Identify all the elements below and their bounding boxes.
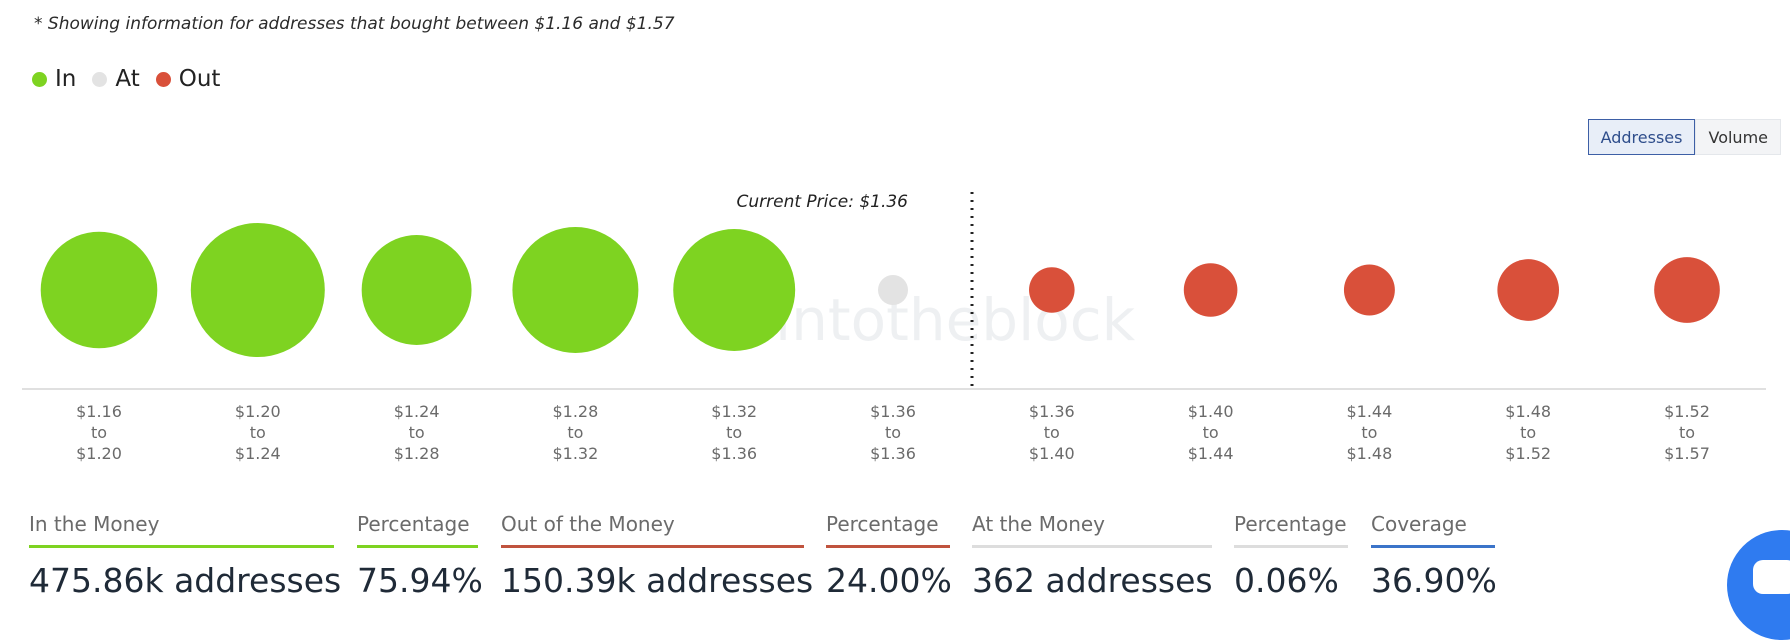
summary-value: 362 addresses <box>972 561 1213 600</box>
legend-item-at[interactable]: At <box>92 66 140 92</box>
summary-at-percentage: Percentage 0.06% <box>1234 512 1348 600</box>
current-price-label: Current Price: $1.36 <box>737 192 909 212</box>
tick-label: $1.20 <box>76 444 122 463</box>
bubble-out[interactable] <box>1497 259 1560 321</box>
bubble-out[interactable] <box>1343 264 1395 316</box>
summary-value: 150.39k addresses <box>501 561 814 600</box>
summary-value: 0.06% <box>1234 561 1339 600</box>
tick-label: $1.40 <box>1029 444 1075 463</box>
summary-underline <box>972 545 1212 548</box>
summary-value: 75.94% <box>357 561 483 600</box>
tick-label: $1.36 <box>711 444 757 463</box>
tick-label: to <box>91 423 107 442</box>
tick-label: $1.16 <box>76 402 122 421</box>
summary-out-percentage: Percentage 24.00% <box>826 512 952 600</box>
tick-label: $1.44 <box>1188 444 1234 463</box>
chat-icon <box>1753 560 1790 594</box>
tick-label: to <box>250 423 266 442</box>
legend-dot-at <box>92 71 108 87</box>
summary-in-money: In the Money 475.86k addresses <box>29 512 342 600</box>
summary-underline <box>1371 545 1495 548</box>
summary-underline <box>501 545 804 548</box>
summary-out-money: Out of the Money 150.39k addresses <box>501 512 814 600</box>
volume-toggle-button[interactable]: Volume <box>1695 119 1781 155</box>
tick-label: to <box>1679 423 1695 442</box>
legend-label-at: At <box>115 66 140 92</box>
tick-label: to <box>726 423 742 442</box>
bubble-at[interactable] <box>878 275 908 305</box>
summary-label: Percentage <box>1234 512 1347 536</box>
summary-underline <box>29 545 334 548</box>
tick-label: to <box>409 423 425 442</box>
tick-label: $1.36 <box>870 402 916 421</box>
summary-label: At the Money <box>972 512 1106 536</box>
tick-label: to <box>1520 423 1536 442</box>
bubble-chart: intotheblock Current Price: $1.36 $1.16 to $… <box>22 192 1766 463</box>
tick-label: to <box>1203 423 1219 442</box>
bubble-out[interactable] <box>1654 257 1720 323</box>
summary-at-money: At the Money 362 addresses <box>972 512 1213 600</box>
legend-label-in: In <box>55 66 77 92</box>
tick-label: $1.40 <box>1188 402 1234 421</box>
watermark-text: intotheblock <box>775 286 1136 354</box>
summary-label: Out of the Money <box>501 512 675 536</box>
summary-value: 36.90% <box>1371 561 1497 600</box>
bubble-in[interactable] <box>190 223 325 357</box>
summary-underline <box>826 545 950 548</box>
summary-value: 24.00% <box>826 561 952 600</box>
tick-label: $1.48 <box>1346 444 1392 463</box>
summary-label: In the Money <box>29 512 160 536</box>
tick-label: $1.32 <box>711 402 757 421</box>
tick-label: $1.20 <box>235 402 281 421</box>
tick-label: $1.28 <box>552 402 598 421</box>
bubble-in[interactable] <box>40 231 158 349</box>
legend-item-out[interactable]: Out <box>155 66 221 92</box>
summary-underline <box>357 545 478 548</box>
legend-label-out: Out <box>178 66 221 92</box>
summary-coverage: Coverage 36.90% <box>1371 512 1497 600</box>
legend-dot-out <box>155 71 171 87</box>
tick-label: $1.57 <box>1664 444 1710 463</box>
tick-label: $1.32 <box>552 444 598 463</box>
summary-in-percentage: Percentage 75.94% <box>357 512 483 600</box>
tick-label: $1.52 <box>1505 444 1551 463</box>
tick-label: $1.28 <box>394 444 440 463</box>
legend-item-in[interactable]: In <box>32 66 76 92</box>
legend: In At Out <box>32 66 236 92</box>
addresses-toggle-button[interactable]: Addresses <box>1587 119 1696 155</box>
summary-label: Percentage <box>826 512 939 536</box>
summary-label: Coverage <box>1371 512 1467 536</box>
tick-label: $1.36 <box>870 444 916 463</box>
info-note: * Showing information for addresses that… <box>34 14 675 34</box>
tick-label: $1.48 <box>1505 402 1551 421</box>
summary-underline <box>1234 545 1348 548</box>
bubble-out[interactable] <box>1183 263 1238 317</box>
summary-value: 475.86k addresses <box>29 561 342 600</box>
bubble-in[interactable] <box>361 235 472 345</box>
metric-toggle: Addresses Volume <box>1587 119 1781 155</box>
legend-dot-in <box>32 71 47 87</box>
bubble-in[interactable] <box>512 227 639 353</box>
tick-label: $1.52 <box>1664 402 1710 421</box>
bubble-in[interactable] <box>673 229 796 351</box>
summary-label: Percentage <box>357 512 470 536</box>
summary-row: In the Money 475.86k addresses Percentag… <box>0 512 1790 625</box>
tick-label: $1.44 <box>1346 402 1392 421</box>
tick-label: to <box>885 423 901 442</box>
tick-label: $1.24 <box>235 444 281 463</box>
tick-label: $1.36 <box>1029 402 1075 421</box>
tick-label: to <box>1044 423 1060 442</box>
tick-label: $1.24 <box>394 402 440 421</box>
bubble-out[interactable] <box>1029 267 1075 313</box>
tick-label: to <box>1361 423 1377 442</box>
tick-label: to <box>567 423 583 442</box>
